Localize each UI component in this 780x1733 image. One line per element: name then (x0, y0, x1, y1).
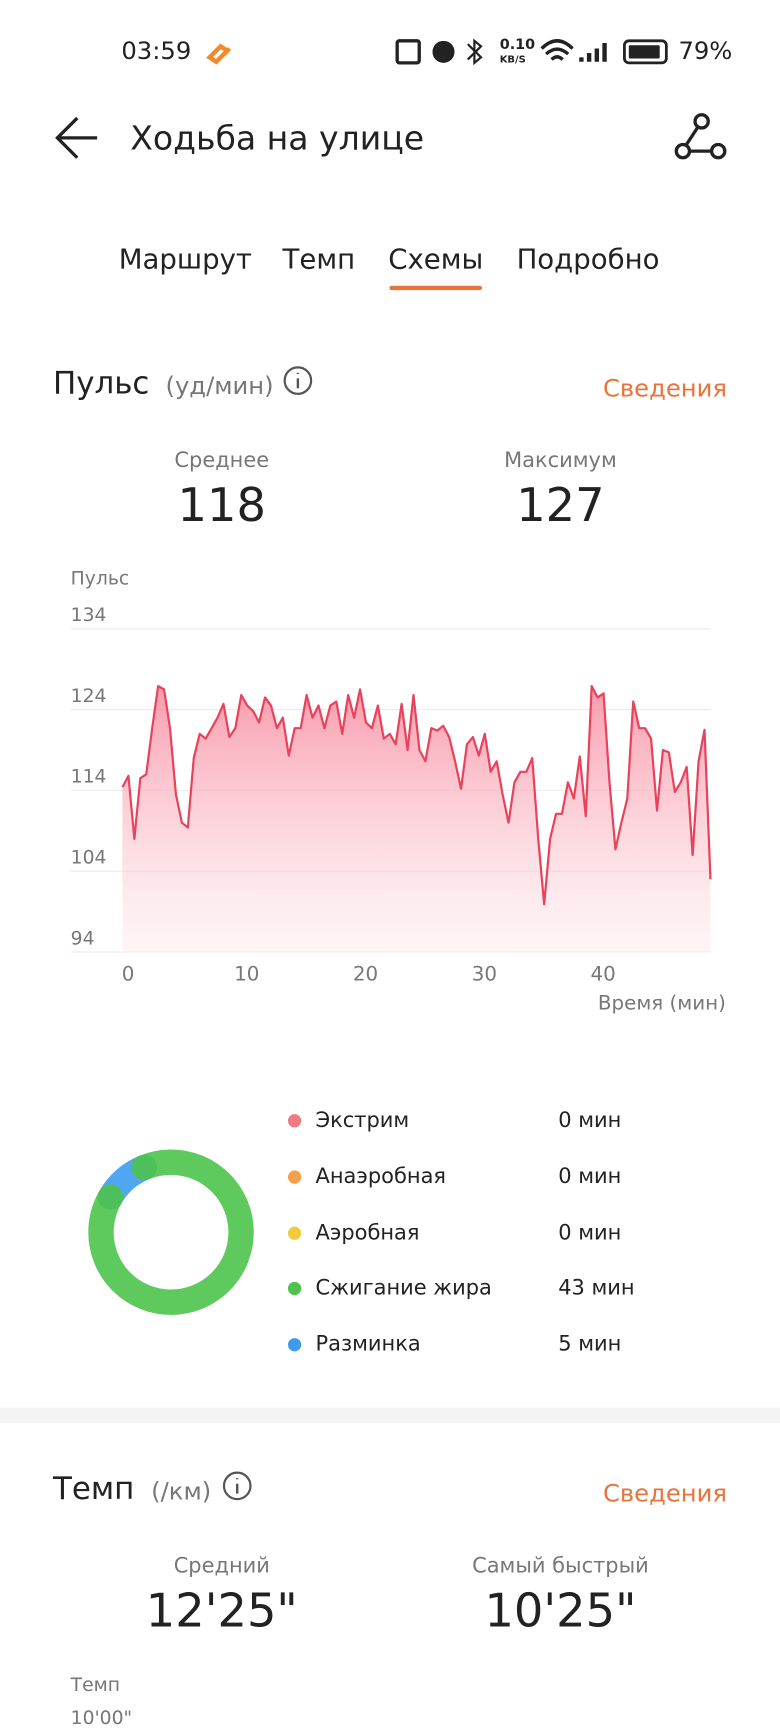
stat-label: Средний (174, 1553, 270, 1577)
battery-percent: 79% (678, 36, 732, 65)
alarm-icon (432, 40, 455, 63)
stat-value: 12'25" (146, 1583, 298, 1637)
zone-value: 0 мин (558, 1220, 621, 1244)
zone-name: Экстрим (316, 1108, 410, 1132)
status-time: 03:59 (121, 36, 191, 65)
share-button[interactable] (674, 113, 727, 160)
x-axis-label: Время (мин) (598, 991, 726, 1014)
stat-value: 127 (516, 478, 604, 532)
section-title: Пульс (53, 365, 149, 401)
x-tick-label: 0 (122, 963, 135, 986)
y-tick-label: 94 (71, 928, 95, 949)
details-link[interactable]: Сведения (603, 373, 727, 402)
zone-name: Анаэробная (316, 1164, 446, 1188)
stat-value: 10'25" (484, 1583, 636, 1637)
nfc-icon (395, 39, 421, 65)
legend-dot (287, 1170, 302, 1184)
wifi-icon (540, 39, 574, 61)
section-title: Темп (52, 1471, 134, 1507)
stat-value: 118 (178, 478, 266, 532)
tab[interactable]: Темп (282, 242, 356, 275)
app-icon (206, 43, 232, 65)
zone-name: Сжигание жира (316, 1275, 492, 1299)
signal-icon (579, 43, 607, 62)
header-title: Ходьба на улице (130, 119, 424, 158)
x-tick-label: 10 (234, 963, 259, 986)
zone-value: 0 мин (558, 1164, 621, 1188)
battery-level (628, 45, 660, 59)
zone-name: Разминка (316, 1332, 421, 1356)
net-speed: 0.10 (500, 37, 535, 53)
info-icon[interactable] (283, 366, 313, 395)
legend-dot (287, 1226, 302, 1240)
legend-dot (287, 1338, 302, 1352)
tab[interactable]: Схемы (388, 242, 483, 275)
share-node (709, 142, 727, 160)
tab[interactable]: Подробно (517, 242, 660, 275)
y-tick-label: 114 (71, 767, 107, 788)
line (121, 685, 712, 906)
y-tick-label: 124 (71, 686, 107, 707)
area (122, 686, 711, 952)
y-tick-label: 104 (71, 847, 107, 868)
pace-chart-label: Темп (70, 1675, 120, 1696)
info-icon[interactable] (222, 1471, 252, 1501)
share-node (674, 142, 692, 160)
zone-value: 0 мин (558, 1108, 621, 1132)
y-axis-label: Пульс (71, 569, 130, 590)
tab-indicator (389, 285, 483, 291)
legend-dot (287, 1114, 302, 1128)
details-link[interactable]: Сведения (603, 1479, 727, 1508)
share-node (693, 113, 710, 130)
donut-segment (88, 1149, 254, 1315)
pace-tick-label: 10'00" (71, 1708, 132, 1729)
legend-dot (287, 1281, 302, 1296)
zone-name: Аэробная (316, 1220, 420, 1244)
x-tick-label: 30 (472, 963, 497, 986)
zone-value: 5 мин (558, 1332, 621, 1356)
y-tick-label: 134 (71, 605, 107, 626)
zone-value: 43 мин (558, 1275, 634, 1299)
stat-label: Самый быстрый (472, 1553, 649, 1577)
battery-icon (623, 39, 668, 65)
section-separator (0, 1407, 780, 1424)
section-unit: (уд/мин) (166, 371, 274, 400)
stat-label: Максимум (504, 448, 617, 472)
section-unit: (/км) (151, 1477, 211, 1506)
x-tick-label: 20 (353, 963, 378, 986)
x-tick-label: 40 (590, 963, 615, 986)
stat-label: Среднее (174, 448, 269, 472)
back-button[interactable] (55, 116, 98, 159)
bluetooth-icon (466, 38, 483, 66)
tab[interactable]: Маршрут (119, 242, 252, 275)
net-speed-unit: KB/S (500, 55, 526, 66)
